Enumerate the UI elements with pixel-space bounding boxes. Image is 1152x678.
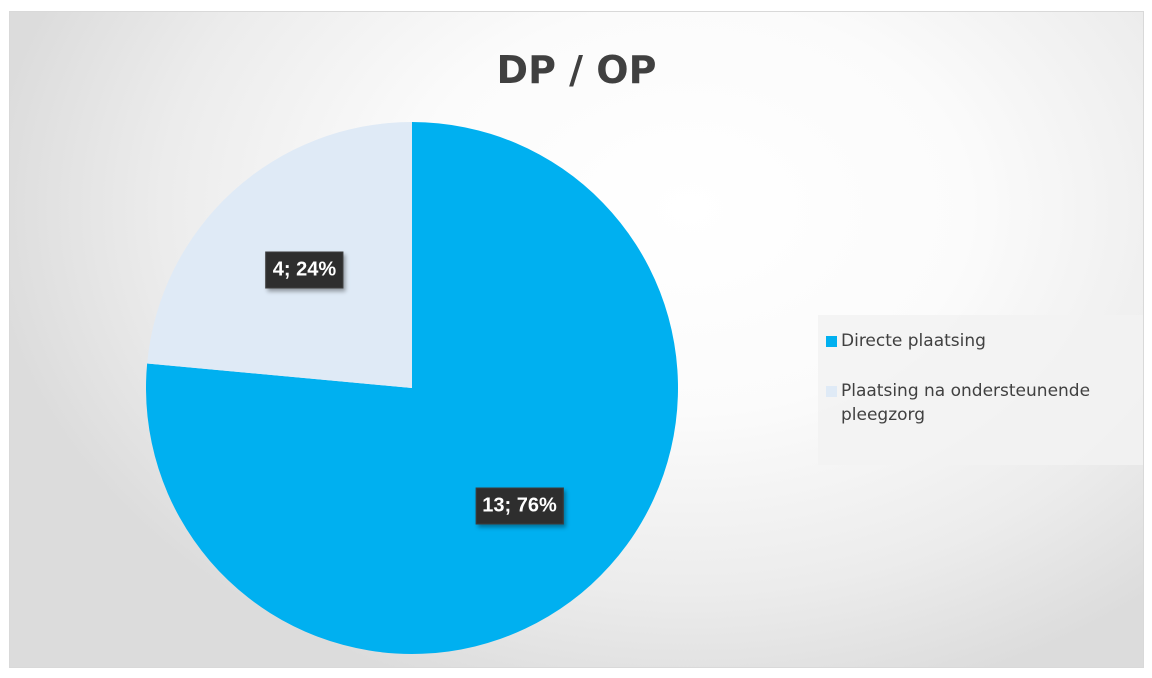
legend-swatch-plaatsing-na-ondersteunende-pleegzorg: [826, 386, 837, 397]
legend-label: Plaatsing na ondersteunende pleegzorg: [841, 381, 1091, 425]
legend-label: Directe plaatsing: [841, 331, 986, 351]
data-label-directe-plaatsing: 13; 76%: [475, 487, 564, 525]
legend: Directe plaatsing Plaatsing na ondersteu…: [818, 315, 1143, 465]
chart-area: DP / OP 13; 76% 4; 24% Directe plaatsing …: [9, 11, 1144, 668]
data-label-plaatsing-na-ondersteunende-pleegzorg: 4; 24%: [265, 251, 344, 289]
legend-item-directe-plaatsing: Directe plaatsing: [826, 329, 1136, 353]
legend-swatch-directe-plaatsing: [826, 336, 837, 347]
legend-item-plaatsing-na-ondersteunende-pleegzorg: Plaatsing na ondersteunende pleegzorg: [826, 379, 1136, 427]
chart-title: DP / OP: [496, 48, 657, 92]
